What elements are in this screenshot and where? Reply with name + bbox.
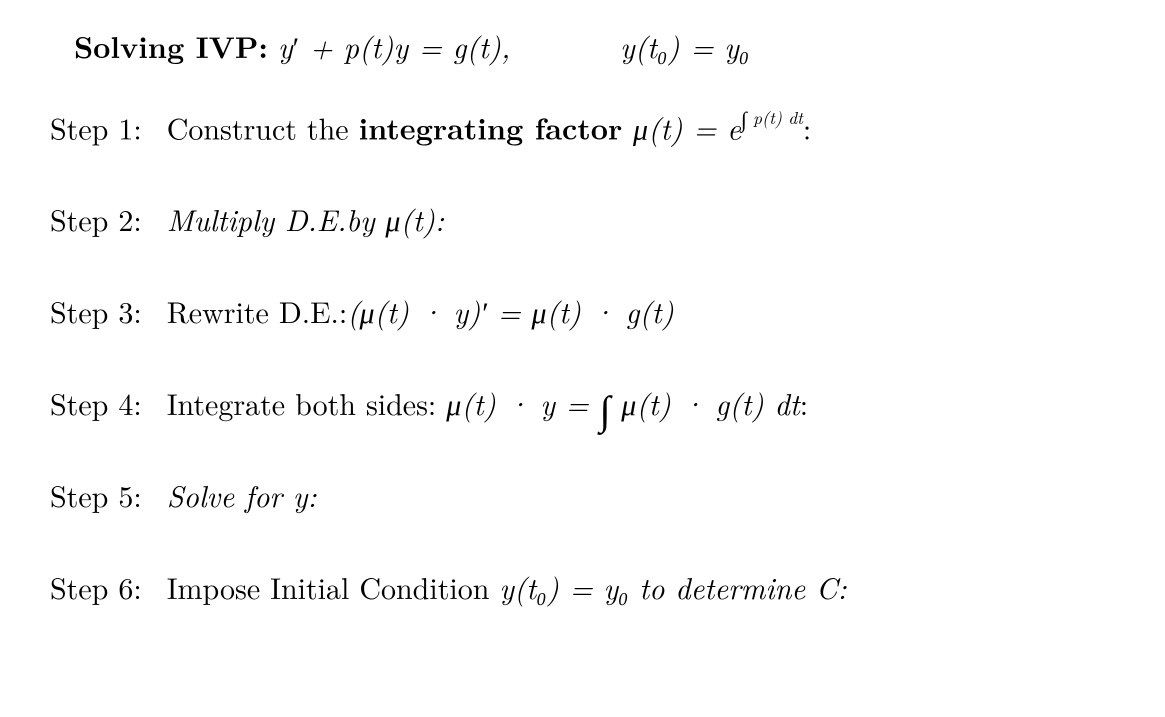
step-4-tail: : [800, 381, 808, 424]
page: Solving IVP: y′ + p(t)y = g(t), y(t₀) = … [0, 0, 1165, 602]
step-6-math: y(t₀) = y₀ [499, 565, 628, 608]
step-3-label: Step 3: [50, 289, 142, 332]
step-4-label: Step 4: [50, 381, 142, 424]
step-3-text: Rewrite D.E.: [167, 289, 348, 332]
title-line: Solving IVP: y′ + p(t)y = g(t), y(t₀) = … [74, 28, 1115, 64]
step-3: Step 3: Rewrite D.E.:(μ(t) · y)′ = μ(t) … [50, 296, 1115, 326]
step-3-math: (μ(t) · y)′ = μ(t) · g(t) [347, 289, 674, 332]
title-label: Solving IVP: [74, 24, 268, 67]
step-6-text-b: to determine C: [628, 565, 846, 608]
step-4: Step 4: Integrate both sides: μ(t) · y =… [50, 388, 1115, 418]
step-1-text-a: Construct the [167, 105, 359, 148]
title-ic: y(t₀) = y₀ [620, 24, 749, 67]
step-1-term: integrating factor [359, 105, 623, 148]
step-1-mu-eq: μ(t) = e [622, 105, 741, 148]
step-6: Step 6: Impose Initial Condition y(t₀) =… [50, 572, 1115, 602]
step-2: Step 2: Multiply D.E.by μ(t): [50, 204, 1115, 234]
step-4-rhs: μ(t) · g(t) dt [611, 381, 800, 424]
step-2-text: Multiply D.E.by μ(t): [167, 197, 445, 240]
step-6-text-a: Impose Initial Condition [167, 565, 500, 608]
step-1-exponent: ∫ p(t) dt [741, 108, 803, 130]
step-1: Step 1: Construct the integrating factor… [50, 108, 1115, 142]
step-4-text: Integrate both sides: [167, 381, 447, 424]
step-1-tail: : [803, 105, 811, 148]
step-5: Step 5: Solve for y: [50, 480, 1115, 510]
title-de: y′ + p(t)y = g(t), [278, 24, 510, 67]
step-1-label: Step 1: [50, 105, 142, 148]
step-2-label: Step 2: [50, 197, 142, 240]
step-5-text: Solve for y: [167, 473, 317, 516]
step-1-exp-body: p(t) dt [747, 105, 803, 130]
step-5-label: Step 5: [50, 473, 142, 516]
step-6-label: Step 6: [50, 565, 142, 608]
step-4-lhs: μ(t) · y = [446, 381, 599, 424]
